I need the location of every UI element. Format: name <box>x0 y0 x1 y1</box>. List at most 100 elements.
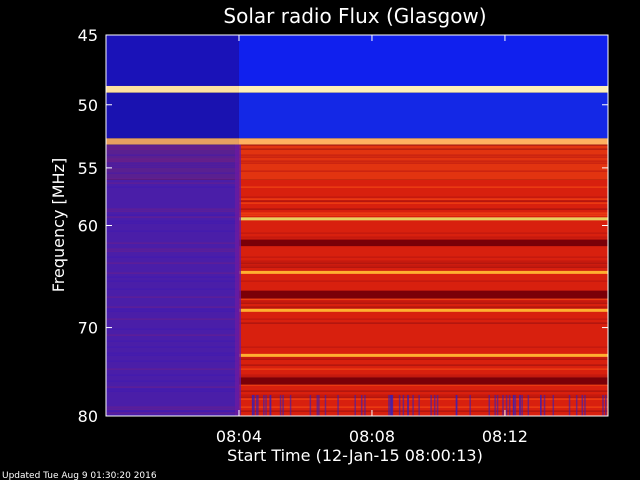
interference-streak <box>412 394 414 416</box>
texture-line-before <box>106 352 239 354</box>
interference-streak <box>502 394 504 416</box>
interference-streak <box>436 394 439 416</box>
interference-streak <box>282 394 284 416</box>
texture-line-before <box>106 256 239 258</box>
band-after-3 <box>238 138 608 145</box>
texture-line-before <box>106 172 239 174</box>
texture-line-after <box>238 208 608 210</box>
texture-line-before <box>106 346 239 348</box>
band-before-2 <box>106 92 239 139</box>
interference-streak <box>402 394 405 416</box>
texture-line-after <box>238 384 608 386</box>
interference-streak <box>568 394 571 416</box>
plot-area <box>105 34 609 417</box>
texture-line-before <box>106 386 239 388</box>
texture-line-before <box>106 354 239 356</box>
texture-line-after <box>238 202 608 204</box>
texture-line-before <box>106 272 239 274</box>
texture-line-after <box>238 236 608 238</box>
texture-line-after <box>238 154 608 156</box>
interference-streak <box>263 394 265 416</box>
texture-line-after <box>238 398 608 400</box>
x-tick-label: 08:12 <box>482 427 528 446</box>
interference-streak <box>540 394 542 416</box>
texture-line-after <box>238 376 608 378</box>
interference-streak <box>494 394 496 416</box>
bright-line-1 <box>238 270 608 274</box>
interference-streak <box>255 394 258 416</box>
interference-streak <box>505 394 508 416</box>
interference-streak <box>488 394 491 416</box>
texture-line-after <box>238 260 608 262</box>
texture-line-after <box>238 280 608 282</box>
texture-line-after <box>238 198 608 200</box>
interference-streak <box>604 394 607 416</box>
texture-line-before <box>106 210 239 212</box>
texture-line-after <box>238 162 608 164</box>
y-axis-ticks: 45 50 55 60 70 80 <box>78 26 608 426</box>
band-after-2 <box>238 92 608 139</box>
interference-streak <box>360 394 363 416</box>
band-before-5 <box>106 179 239 416</box>
interference-streak <box>543 394 546 416</box>
texture-line-after <box>238 358 608 360</box>
texture-line-before <box>106 186 239 188</box>
interference-streak <box>309 394 312 416</box>
texture-line-after <box>238 262 608 264</box>
y-axis-label: Frequency [MHz] <box>49 158 68 292</box>
dark-band-1 <box>238 290 608 299</box>
x-tick-label: 08:08 <box>349 427 395 446</box>
texture-line-before <box>106 280 239 282</box>
interference-streak <box>364 394 366 416</box>
interference-streak <box>496 394 499 416</box>
interference-streak <box>390 394 392 416</box>
texture-line-after <box>238 394 608 396</box>
texture-line-before <box>106 412 239 414</box>
texture-line-after <box>238 390 608 392</box>
texture-line-after <box>238 144 608 146</box>
interference-streak <box>469 394 471 416</box>
texture-line-after <box>238 212 608 214</box>
texture-line-before <box>106 360 239 362</box>
texture-line-after <box>238 186 608 188</box>
texture-line-after <box>238 148 608 150</box>
interference-streak <box>455 394 458 416</box>
texture-line-before <box>106 408 239 410</box>
interference-streak <box>584 394 586 416</box>
texture-line-after <box>238 318 608 320</box>
texture-line-before <box>106 334 239 336</box>
texture-line-before <box>106 368 239 370</box>
interference-streak <box>391 394 394 416</box>
interference-streak <box>318 394 320 416</box>
texture-line-after <box>238 410 608 412</box>
texture-line-before <box>106 310 239 312</box>
texture-line-after <box>238 300 608 302</box>
texture-line-before <box>106 160 239 162</box>
texture-line-after <box>238 302 608 304</box>
interference-streak <box>508 394 511 416</box>
y-tick-label: 50 <box>78 96 98 115</box>
interference-streak <box>430 394 432 416</box>
interference-streak <box>552 394 555 416</box>
texture-line-after <box>238 374 608 376</box>
band-before-4 <box>106 144 239 180</box>
texture-line-after <box>238 364 608 366</box>
interference-streak <box>388 394 390 416</box>
texture-line-before <box>106 230 239 232</box>
texture-line-before <box>106 248 239 250</box>
interference-streak <box>265 394 267 416</box>
texture-line-before <box>106 242 239 244</box>
texture-line-after <box>238 266 608 268</box>
interference-streak <box>514 394 517 416</box>
texture-line-after <box>238 156 608 158</box>
interference-streak <box>253 394 255 416</box>
texture-line-before <box>106 390 239 392</box>
texture-line-before <box>106 306 239 308</box>
x-axis-label: Start Time (12-Jan-15 08:00:13) <box>227 446 483 465</box>
y-tick-label: 80 <box>78 407 98 426</box>
texture-line-before <box>106 340 239 342</box>
interference-streak <box>519 394 521 416</box>
texture-line-after <box>238 200 608 202</box>
interference-streak <box>433 394 436 416</box>
